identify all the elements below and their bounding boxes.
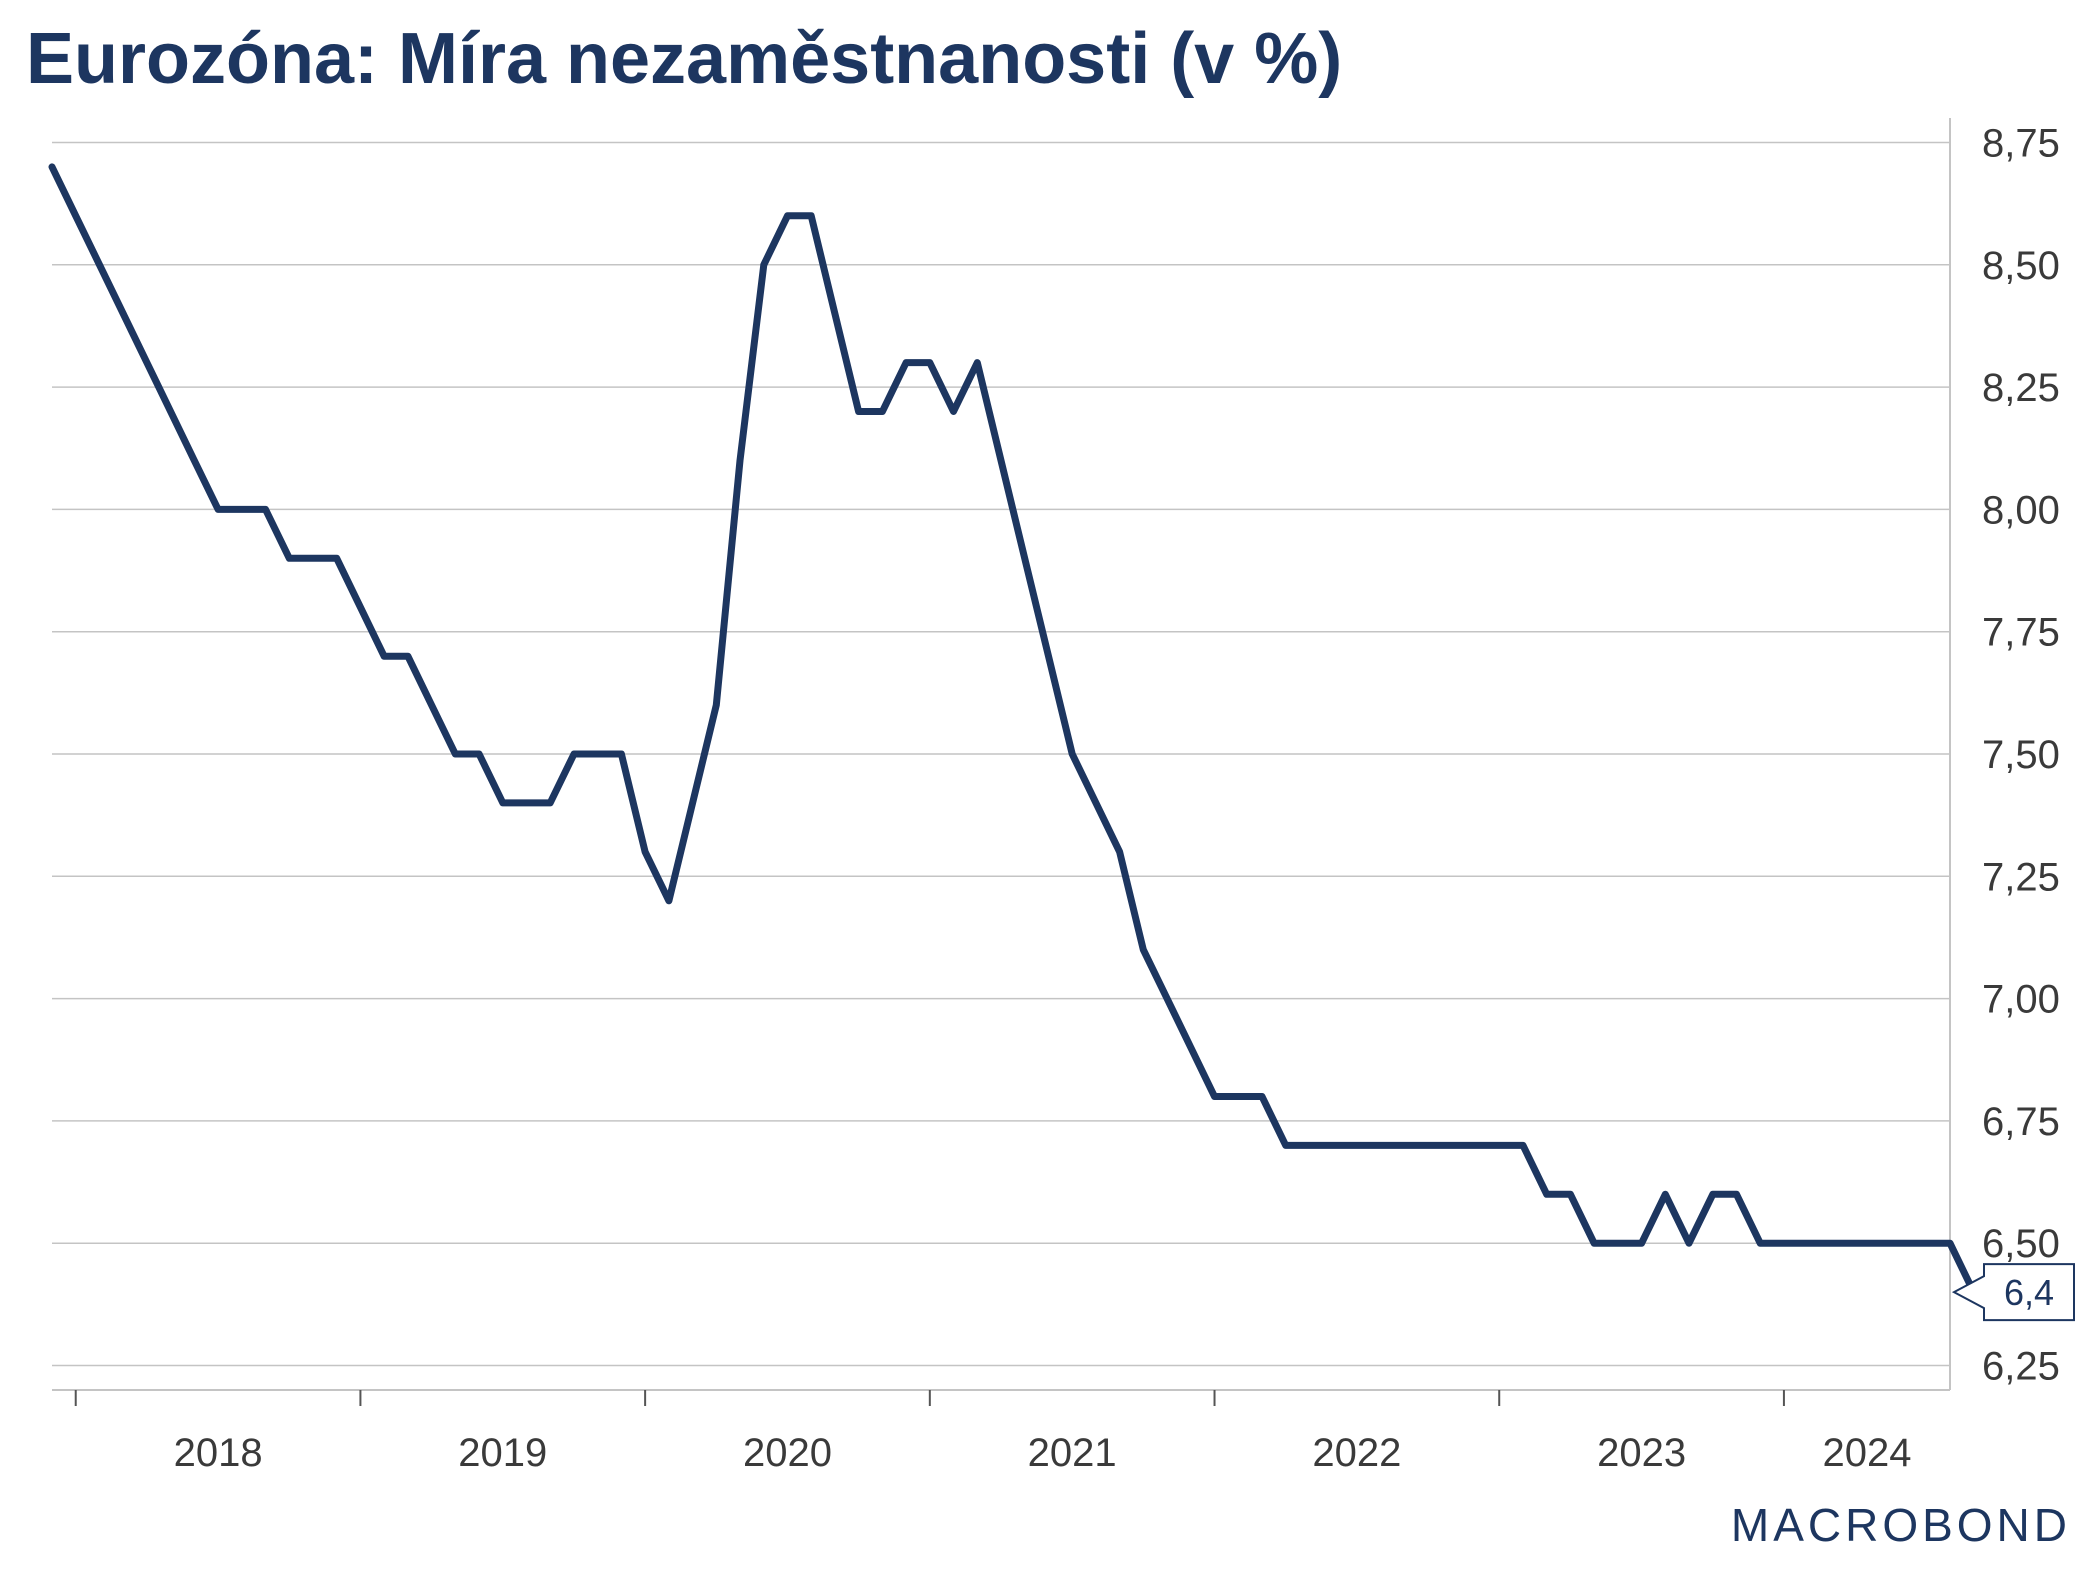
series-line bbox=[48, 163, 1978, 1296]
x-tick-label: 2019 bbox=[458, 1431, 547, 1475]
y-tick-label: 8,00 bbox=[1982, 488, 2060, 532]
callout-box bbox=[1951, 1263, 2075, 1322]
y-tick-label: 6,50 bbox=[1982, 1222, 2060, 1266]
y-tick-label: 6,75 bbox=[1982, 1100, 2060, 1144]
x-tick-label: 2018 bbox=[174, 1431, 263, 1475]
x-tick-label: 2024 bbox=[1822, 1431, 1911, 1475]
y-axis: 6,25 6,50 6,75 7,00 7,25 7,50 7,75 8,00 8,25 8,50… bbox=[1949, 118, 2060, 1390]
chart-title: Eurozóna: Míra nezaměstnanosti (v %) bbox=[26, 19, 1343, 99]
y-tick-label: 8,75 bbox=[1982, 121, 2060, 165]
last-value-label: 6,4 bbox=[2004, 1272, 2054, 1313]
x-tick-label: 2023 bbox=[1597, 1431, 1686, 1475]
x-axis: 2018 2019 2020 2021 2022 2023 2024 bbox=[52, 1389, 1950, 1475]
y-tick-label: 8,50 bbox=[1982, 244, 2060, 288]
y-tick-label: 7,25 bbox=[1982, 855, 2060, 899]
last-value-callout: 6,4 bbox=[1951, 1263, 2075, 1322]
y-tick-label: 7,00 bbox=[1982, 978, 2060, 1022]
y-tick-label: 7,75 bbox=[1982, 611, 2060, 655]
series-layer bbox=[48, 163, 1978, 1296]
y-tick-label: 8,25 bbox=[1982, 366, 2060, 410]
x-tick-label: 2021 bbox=[1028, 1431, 1117, 1475]
gridlines bbox=[52, 141, 1950, 1367]
x-tick-label: 2022 bbox=[1312, 1431, 1401, 1475]
y-tick-label: 6,25 bbox=[1982, 1345, 2060, 1389]
y-tick-label: 7,50 bbox=[1982, 733, 2060, 777]
x-tick-label: 2020 bbox=[743, 1431, 832, 1475]
macrobond-logo: MACROBOND bbox=[1730, 1499, 2071, 1551]
